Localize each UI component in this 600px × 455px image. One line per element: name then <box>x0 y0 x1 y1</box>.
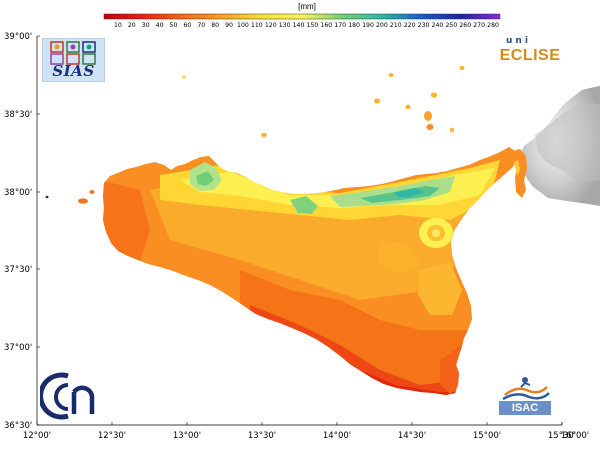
lon-tick-label: 14°30' <box>398 431 426 441</box>
colorbar-tick-label: 50 <box>170 22 178 29</box>
lon-tick-label: 12°00' <box>23 431 51 441</box>
lat-tick-label: 38°30' <box>4 110 32 120</box>
colorbar-tick-label: 80 <box>211 22 219 29</box>
colorbar-tick-label: 130 <box>279 22 291 29</box>
lat-tick-label: 37°30' <box>4 265 32 275</box>
lon-tick-label: 14°00' <box>323 431 351 441</box>
lon-tick-label: 15°00' <box>473 431 501 441</box>
colorbar-tick-label: 60 <box>183 22 191 29</box>
eclise-logo: uni ECLISE <box>496 36 564 70</box>
colorbar-tick-label: 160 <box>320 22 332 29</box>
colorbar-tick-label: 20 <box>128 22 136 29</box>
colorbar-tick-label: 10 <box>114 22 122 29</box>
colorbar-gradient <box>103 13 501 20</box>
cnr-logo <box>40 372 95 420</box>
colorbar-tick-label: 190 <box>362 22 374 29</box>
colorbar-tick-label: 230 <box>418 22 430 29</box>
colorbar-tick-label: 150 <box>307 22 319 29</box>
eclise-logo-subtext: uni <box>506 36 531 46</box>
precipitation-field <box>103 160 500 395</box>
colorbar-tick-label: 210 <box>390 22 402 29</box>
colorbar-tick-label: 100 <box>237 22 249 29</box>
calabria-tip <box>514 160 520 176</box>
sias-emblem-icon <box>50 41 96 65</box>
lon-tick-label: 13°00' <box>173 431 201 441</box>
lon-tick-label: 12°30' <box>98 431 126 441</box>
colorbar-tick-label: 250 <box>445 22 457 29</box>
sicily-island <box>103 147 517 395</box>
colorbar-tick-label: 270 <box>473 22 485 29</box>
colorbar-tick-label: 40 <box>156 22 164 29</box>
lon-tick-label: 13°30' <box>248 431 276 441</box>
colorbar-tick-label: 90 <box>225 22 233 29</box>
lon-tick-label: 16°00' <box>561 431 589 441</box>
colorbar-unit-label: [mm] <box>298 2 316 11</box>
colorbar-tick-label: 70 <box>197 22 205 29</box>
colorbar-tick-label: 140 <box>293 22 305 29</box>
aeolian-islands <box>182 66 465 138</box>
colorbar-tick-label: 200 <box>376 22 388 29</box>
calabria-coast <box>513 149 527 198</box>
colorbar-tick-label: 220 <box>404 22 416 29</box>
map-axes: 39°00' 38°30' 38°00' 37°30' 37°00' 36°30'12°0… <box>4 32 589 441</box>
colorbar: 10 20 30 40 50 60 70 80 90 100 110 120 130 140 150 160 1… <box>103 13 501 29</box>
sias-logo: SIAS <box>42 38 105 82</box>
lon-tick-label: 15°30' <box>548 431 576 441</box>
lat-tick-label: 37°00' <box>4 343 32 353</box>
sias-logo-text: SIAS <box>52 62 95 80</box>
colorbar-tick-label: 280 <box>487 22 499 29</box>
calabria-relief-light <box>535 104 600 182</box>
colorbar-tick-label: 110 <box>251 22 263 29</box>
lat-tick-label: 39°00' <box>4 32 32 42</box>
colorbar-tick-label: 30 <box>142 22 150 29</box>
colorbar-tick-label: 120 <box>265 22 277 29</box>
isac-emblem-icon <box>502 377 550 401</box>
colorbar-tick-label: 170 <box>334 22 346 29</box>
eclise-logo-text: ECLISE <box>499 47 561 64</box>
lat-tick-label: 36°30' <box>4 421 32 431</box>
colorbar-tick-label: 180 <box>348 22 360 29</box>
egadi-islands <box>45 190 95 204</box>
colorbar-tick-label: 240 <box>432 22 444 29</box>
colorbar-tick-label: 260 <box>459 22 471 29</box>
isac-logo-text: ISAC <box>499 401 551 415</box>
lat-tick-label: 38°00' <box>4 188 32 198</box>
isac-logo: ISAC <box>499 373 551 415</box>
